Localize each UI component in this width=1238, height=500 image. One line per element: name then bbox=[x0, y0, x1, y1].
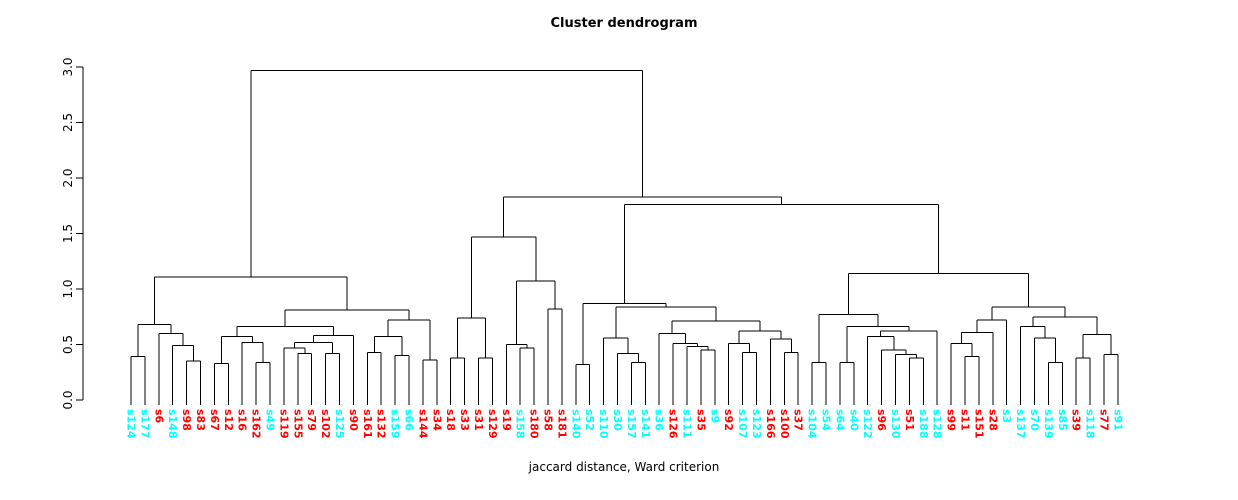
leaf-label: s129 bbox=[486, 409, 499, 439]
leaf-label: s123 bbox=[750, 409, 763, 439]
leaf-label: s40 bbox=[847, 409, 860, 431]
leaf-label: s34 bbox=[430, 409, 443, 431]
leaf-label: s64 bbox=[833, 409, 846, 431]
leaf-label: s36 bbox=[653, 409, 666, 431]
leaf-label: s58 bbox=[542, 409, 555, 431]
leaf-label: s130 bbox=[889, 409, 902, 439]
y-tick-label: 3.0 bbox=[61, 57, 75, 76]
leaf-label: s162 bbox=[250, 409, 263, 439]
leaf-label: s19 bbox=[500, 409, 513, 431]
leaf-label: s70 bbox=[1028, 409, 1041, 431]
leaf-label: s92 bbox=[722, 409, 735, 431]
y-tick-label: 2.0 bbox=[61, 168, 75, 187]
leaf-label: s100 bbox=[778, 409, 791, 439]
leaf-label: s122 bbox=[861, 409, 874, 439]
leaf-label: s33 bbox=[458, 409, 471, 431]
leaf-label: s111 bbox=[681, 409, 694, 439]
leaf-label: s177 bbox=[138, 409, 151, 439]
leaf-label: s104 bbox=[806, 409, 819, 439]
leaf-label: s161 bbox=[361, 409, 374, 439]
leaf-label: s11 bbox=[959, 409, 972, 431]
leaf-label: s188 bbox=[917, 409, 930, 439]
leaf-label: s83 bbox=[194, 409, 207, 431]
leaf-label: s16 bbox=[236, 409, 249, 431]
leaf-label: s119 bbox=[277, 409, 290, 439]
leaf-label: s110 bbox=[597, 409, 610, 439]
leaf-label: s52 bbox=[583, 409, 596, 431]
leaf-label: s12 bbox=[222, 409, 235, 431]
leaf-label: s96 bbox=[875, 409, 888, 431]
leaf-label: s151 bbox=[972, 409, 985, 439]
leaf-label: s126 bbox=[667, 409, 680, 439]
leaf-label: s158 bbox=[514, 409, 527, 439]
leaf-label: s128 bbox=[931, 409, 944, 439]
leaf-label: s180 bbox=[528, 409, 541, 439]
y-tick-label: 1.5 bbox=[61, 224, 75, 243]
y-tick-label: 2.5 bbox=[61, 113, 75, 132]
x-axis-label: jaccard distance, Ward criterion bbox=[528, 460, 720, 474]
leaf-label: s99 bbox=[945, 409, 958, 431]
leaf-label: s49 bbox=[264, 409, 277, 431]
y-tick-label: 1.0 bbox=[61, 279, 75, 298]
leaf-label: s90 bbox=[347, 409, 360, 431]
leaf-label: s139 bbox=[1042, 409, 1055, 439]
leaf-label: s9 bbox=[708, 409, 721, 423]
leaf-label: s125 bbox=[333, 409, 346, 439]
leaf-label: s39 bbox=[1070, 409, 1083, 431]
leaf-label: s140 bbox=[569, 409, 582, 439]
leaf-label: s3 bbox=[1000, 409, 1013, 423]
leaf-label: s141 bbox=[639, 409, 652, 439]
leaf-label: s181 bbox=[555, 409, 568, 439]
leaf-label: s102 bbox=[319, 409, 332, 439]
leaf-label: s18 bbox=[444, 409, 457, 431]
leaf-label: s67 bbox=[208, 409, 221, 431]
leaf-label: s66 bbox=[403, 409, 416, 431]
y-tick-label: 0.5 bbox=[61, 335, 75, 354]
leaf-label: s79 bbox=[305, 409, 318, 431]
y-tick-label: 0.0 bbox=[61, 390, 75, 409]
leaf-label: s51 bbox=[903, 409, 916, 431]
leaf-label: s157 bbox=[625, 409, 638, 439]
leaf-label: s132 bbox=[375, 409, 388, 439]
leaf-label: s30 bbox=[611, 409, 624, 431]
leaf-labels: s124 s177 s6 s148 s98 s83 s67 s12 s16 s162 s49 s119… bbox=[125, 409, 1125, 439]
leaf-label: s144 bbox=[416, 409, 429, 439]
leaf-label: s28 bbox=[986, 409, 999, 431]
leaf-label: s118 bbox=[1084, 409, 1097, 439]
plot-title: Cluster dendrogram bbox=[550, 16, 698, 31]
tree-lines bbox=[130, 69, 1119, 405]
leaf-label: s166 bbox=[764, 409, 777, 439]
leaf-label: s137 bbox=[1014, 409, 1027, 439]
leaf-label: s159 bbox=[389, 409, 402, 439]
leaf-label: s148 bbox=[166, 409, 179, 439]
leaf-label: s54 bbox=[820, 409, 833, 431]
leaf-label: s98 bbox=[180, 409, 193, 431]
leaf-label: s37 bbox=[792, 409, 805, 431]
leaf-label: s6 bbox=[152, 409, 165, 424]
leaf-label: s155 bbox=[291, 409, 304, 439]
y-axis: 0.0 0.5 1.0 1.5 2.0 2.5 3.0 bbox=[61, 57, 84, 410]
leaf-label: s31 bbox=[472, 409, 485, 431]
leaf-label: s77 bbox=[1098, 409, 1111, 431]
leaf-label: s85 bbox=[1056, 409, 1069, 431]
leaf-label: s35 bbox=[694, 409, 707, 431]
leaf-label: s107 bbox=[736, 409, 749, 439]
leaf-label: s91 bbox=[1111, 409, 1124, 431]
leaf-label: s124 bbox=[125, 409, 138, 439]
